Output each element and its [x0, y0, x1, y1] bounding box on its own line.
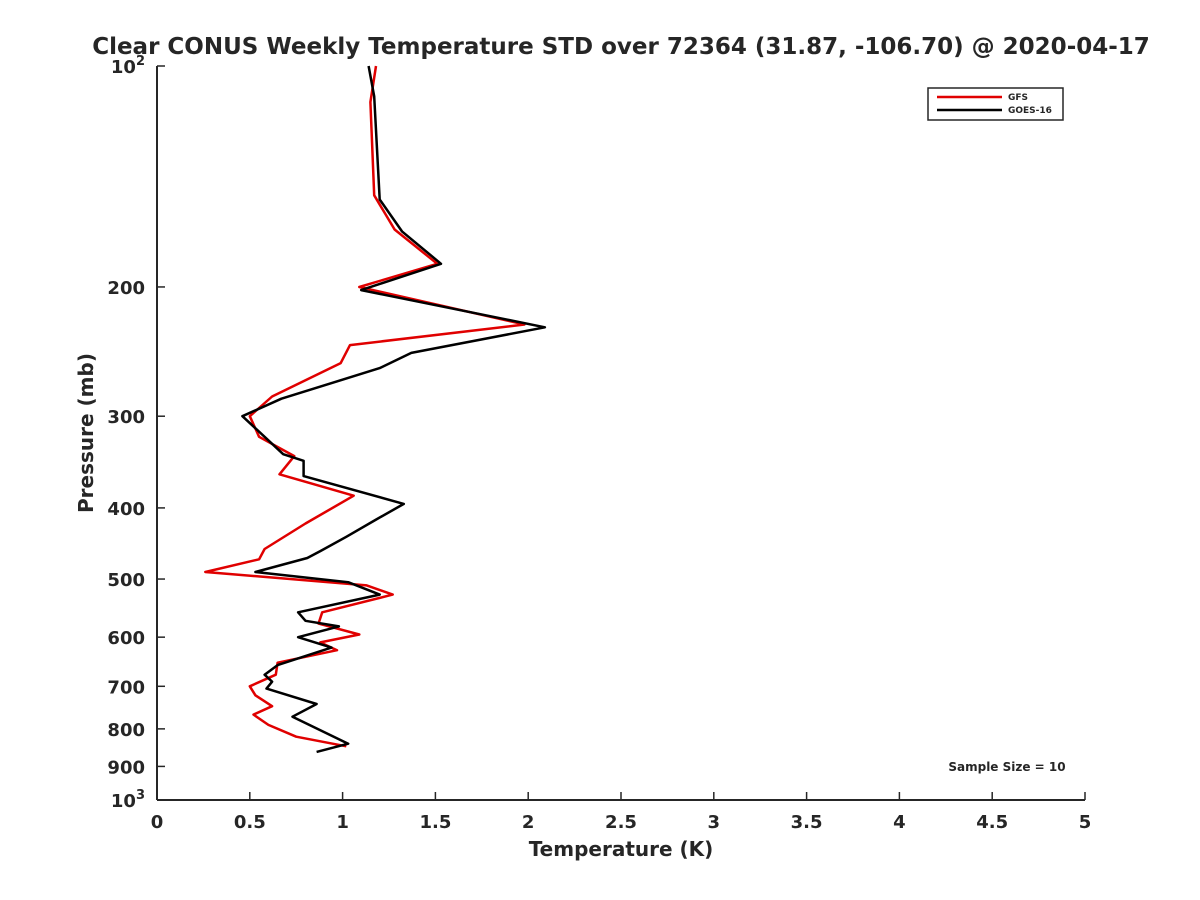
y-tick-label-base: 10: [111, 57, 136, 78]
y-tick-label: 103: [111, 788, 145, 812]
x-tick-label: 2: [522, 812, 535, 833]
x-tick-label: 4.5: [976, 812, 1008, 833]
x-tick-label: 0.5: [234, 812, 266, 833]
x-ticks: 0 0.5 1 1.5 2 2.5 3 3.5 4 4.5 5: [151, 792, 1092, 833]
y-tick-label: 600: [107, 628, 145, 649]
y-tick-label: 900: [107, 757, 145, 778]
chart-title: Clear CONUS Weekly Temperature STD over …: [92, 34, 1150, 60]
y-tick-label: 500: [107, 570, 145, 591]
x-tick-label: 2.5: [605, 812, 637, 833]
y-tick-label: 400: [107, 499, 145, 520]
y-tick-label: 700: [107, 677, 145, 698]
x-tick-label: 1.5: [419, 812, 451, 833]
x-axis-label: Temperature (K): [529, 837, 714, 861]
x-tick-label: 3: [708, 812, 721, 833]
y-tick-label-base: 10: [111, 791, 136, 812]
x-tick-label: 5: [1079, 812, 1092, 833]
legend-label: GFS: [1008, 93, 1028, 103]
plot-area: [156, 66, 1085, 801]
y-tick-label: 800: [107, 720, 145, 741]
x-tick-label: 3.5: [791, 812, 823, 833]
y-tick-label-exponent: 2: [136, 54, 145, 69]
x-tick-label: 0: [151, 812, 164, 833]
series-lines: [204, 65, 547, 754]
legend-box: [927, 87, 1064, 121]
y-tick-label-exponent: 3: [136, 788, 145, 803]
legend: GFS GOES-16: [927, 87, 1064, 121]
series-line-goes16: [241, 65, 547, 754]
x-tick-label: 1: [336, 812, 349, 833]
x-tick-label: 4: [893, 812, 906, 833]
y-tick-label: 102: [111, 54, 145, 78]
y-axis-label: Pressure (mb): [74, 353, 98, 513]
legend-label: GOES-16: [1008, 106, 1052, 116]
sample-size-annotation: Sample Size = 10: [948, 760, 1065, 774]
y-tick-label: 200: [107, 278, 145, 299]
y-tick-label: 300: [107, 407, 145, 428]
series-line-gfs: [204, 65, 526, 748]
